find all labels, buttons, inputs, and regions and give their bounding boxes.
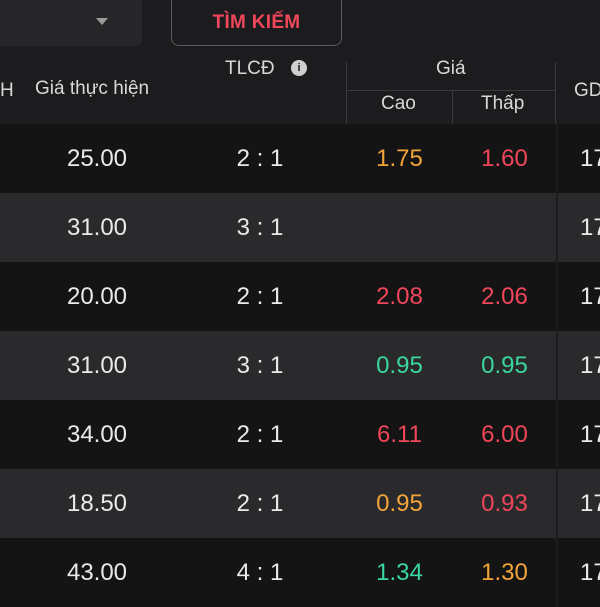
divider: [347, 90, 555, 91]
gd-cell: 17: [580, 282, 600, 310]
gd-cell: 17: [580, 558, 600, 586]
low-price-cell: 0.93: [481, 489, 528, 517]
divider: [556, 400, 558, 469]
gd-cell: 17: [580, 213, 600, 241]
gd-cell: 17: [580, 144, 600, 172]
divider: [556, 262, 558, 331]
strike-price-cell: 31.00: [66, 351, 128, 379]
header-high[interactable]: Cao: [381, 93, 416, 114]
gd-cell: 17: [580, 351, 600, 379]
strike-price-cell: 34.00: [66, 420, 128, 448]
chevron-down-icon: [96, 18, 108, 25]
high-price-cell: [347, 193, 452, 262]
high-price-cell: 2.08: [376, 282, 423, 310]
low-price-cell: 1.30: [481, 558, 528, 586]
divider: [452, 90, 453, 124]
divider: [556, 331, 558, 400]
gd-cell: 17: [580, 420, 600, 448]
table-row[interactable]: 43.00 4 : 1 1.34 1.30 17: [0, 538, 600, 607]
table-row[interactable]: 18.50 2 : 1 0.95 0.93 17: [0, 469, 600, 538]
divider: [556, 193, 558, 262]
strike-price-cell: 18.50: [66, 489, 128, 517]
strike-price-cell: 43.00: [66, 558, 128, 586]
low-price-cell: [453, 193, 556, 262]
divider: [556, 538, 558, 607]
table-header: H Giá thực hiện TLCĐ Giá Cao Thấp GD: [0, 52, 600, 124]
top-bar: TÌM KIẾM: [0, 0, 600, 62]
divider: [556, 124, 558, 193]
table-row[interactable]: 20.00 2 : 1 2.08 2.06 17: [0, 262, 600, 331]
header-conversion-ratio[interactable]: TLCĐ: [225, 58, 275, 79]
low-price-cell: 2.06: [481, 282, 528, 310]
search-button[interactable]: TÌM KIẾM: [171, 0, 342, 46]
low-price-cell: 1.60: [481, 144, 528, 172]
high-price-cell: 1.75: [376, 144, 423, 172]
table-row[interactable]: 25.00 2 : 1 1.75 1.60 17: [0, 124, 600, 193]
low-price-cell: 6.00: [481, 420, 528, 448]
strike-price-cell: 20.00: [66, 282, 128, 310]
header-gd[interactable]: GD: [574, 80, 600, 101]
filter-dropdown[interactable]: [0, 0, 142, 46]
table-row[interactable]: 31.00 3 : 1 17: [0, 193, 600, 262]
ratio-cell: 4 : 1: [236, 558, 284, 586]
header-price-group: Giá: [436, 58, 466, 79]
info-icon[interactable]: i: [291, 60, 307, 76]
ratio-cell: 3 : 1: [236, 213, 284, 241]
header-low[interactable]: Thấp: [481, 93, 525, 114]
high-price-cell: 1.34: [376, 558, 423, 586]
ratio-cell: 2 : 1: [236, 282, 284, 310]
high-price-cell: 0.95: [376, 489, 423, 517]
ratio-cell: 2 : 1: [236, 489, 284, 517]
low-price-cell: 0.95: [481, 351, 528, 379]
header-strike-price[interactable]: Giá thực hiện: [35, 78, 150, 99]
table-row[interactable]: 34.00 2 : 1 6.11 6.00 17: [0, 400, 600, 469]
high-price-cell: 0.95: [376, 351, 423, 379]
strike-price-cell: 31.00: [66, 213, 128, 241]
ratio-cell: 3 : 1: [236, 351, 284, 379]
strike-price-cell: 25.00: [66, 144, 128, 172]
header-partial-column: H: [0, 80, 14, 101]
ratio-cell: 2 : 1: [236, 144, 284, 172]
table-row[interactable]: 31.00 3 : 1 0.95 0.95 17: [0, 331, 600, 400]
ratio-cell: 2 : 1: [236, 420, 284, 448]
high-price-cell: 6.11: [377, 420, 422, 448]
divider: [556, 469, 558, 538]
gd-cell: 17: [580, 489, 600, 517]
